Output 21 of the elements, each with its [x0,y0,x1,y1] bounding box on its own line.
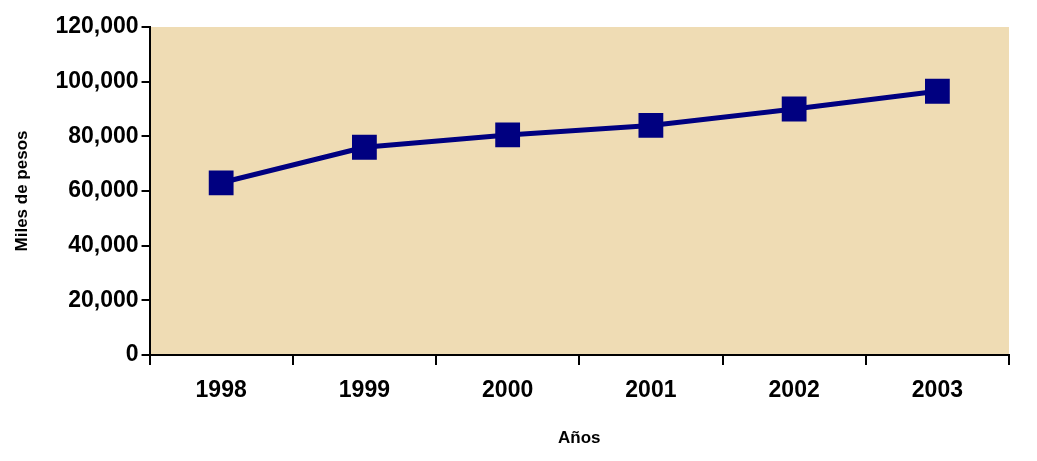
x-tick-label: 2000 [482,376,534,403]
point [495,122,521,148]
y-tick-label: 120,000 [55,12,139,39]
x-axis-title: Años [558,428,601,448]
point [781,96,807,122]
point [352,134,377,160]
x-tick-label: 1998 [195,376,247,403]
y-axis-title: Miles de pesos [11,130,31,252]
x-tick-label: 2001 [625,376,677,403]
point [638,113,664,138]
x-tick-label: 1999 [338,376,390,403]
x-tick-label: 2002 [768,376,820,403]
y-tick-label: 100,000 [55,67,139,94]
point [924,78,950,104]
y-tick-label: 40,000 [68,231,139,258]
point [208,170,234,196]
y-tick-label: 20,000 [68,285,139,312]
y-tick-label: 80,000 [68,121,139,148]
y-tick-label: 60,000 [68,176,139,203]
y-tick-label: 0 [125,340,139,367]
x-tick-label: 2003 [911,376,963,403]
